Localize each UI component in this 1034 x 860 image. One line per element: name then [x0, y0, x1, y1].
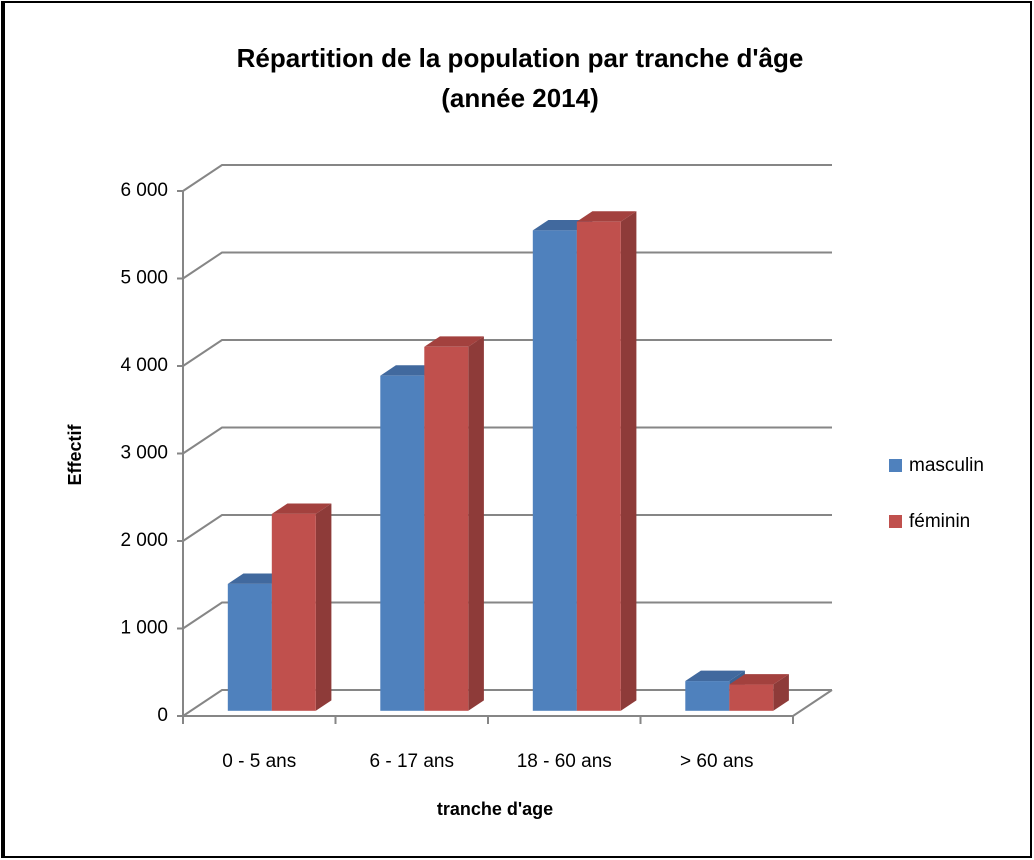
y-tick-label: 4 000 [120, 355, 168, 376]
y-tick-label: 5 000 [120, 268, 168, 289]
bar [380, 375, 425, 711]
y-tick-label: 0 [157, 705, 168, 726]
legend-swatch [889, 515, 902, 528]
bar-top [271, 503, 332, 514]
bar [271, 513, 316, 711]
bar-side [315, 503, 332, 711]
legend-label: féminin [909, 511, 970, 532]
x-axis-title: tranche d'age [437, 799, 553, 819]
bar-top [576, 211, 637, 222]
grid-line [182, 164, 832, 192]
x-tick-label: 6 - 17 ans [370, 751, 455, 772]
bar-top [685, 670, 745, 682]
bar-top [424, 336, 484, 347]
bar [532, 230, 577, 711]
chart-title: Répartition de la population par tranche… [237, 43, 804, 73]
bar [685, 681, 730, 711]
y-tick-label: 1 000 [120, 618, 168, 639]
y-tick-label: 2 000 [120, 530, 168, 551]
y-tick-label: 6 000 [120, 180, 168, 201]
y-tick-label: 3 000 [120, 443, 168, 464]
x-tick-label: 18 - 60 ans [517, 751, 612, 772]
x-tick-label: > 60 ans [680, 751, 753, 772]
chart-title: (année 2014) [441, 83, 599, 113]
bar [576, 221, 621, 711]
bar-top [729, 674, 789, 685]
bar [227, 583, 272, 711]
legend-swatch [889, 459, 902, 472]
bar [424, 346, 469, 711]
y-axis-title: Effectif [65, 423, 85, 485]
x-tick-label: 0 - 5 ans [222, 751, 296, 772]
bar-side [620, 211, 637, 711]
bar-side [468, 336, 484, 711]
bar-side [773, 674, 789, 711]
bar [729, 684, 774, 711]
legend-label: masculin [909, 455, 984, 476]
